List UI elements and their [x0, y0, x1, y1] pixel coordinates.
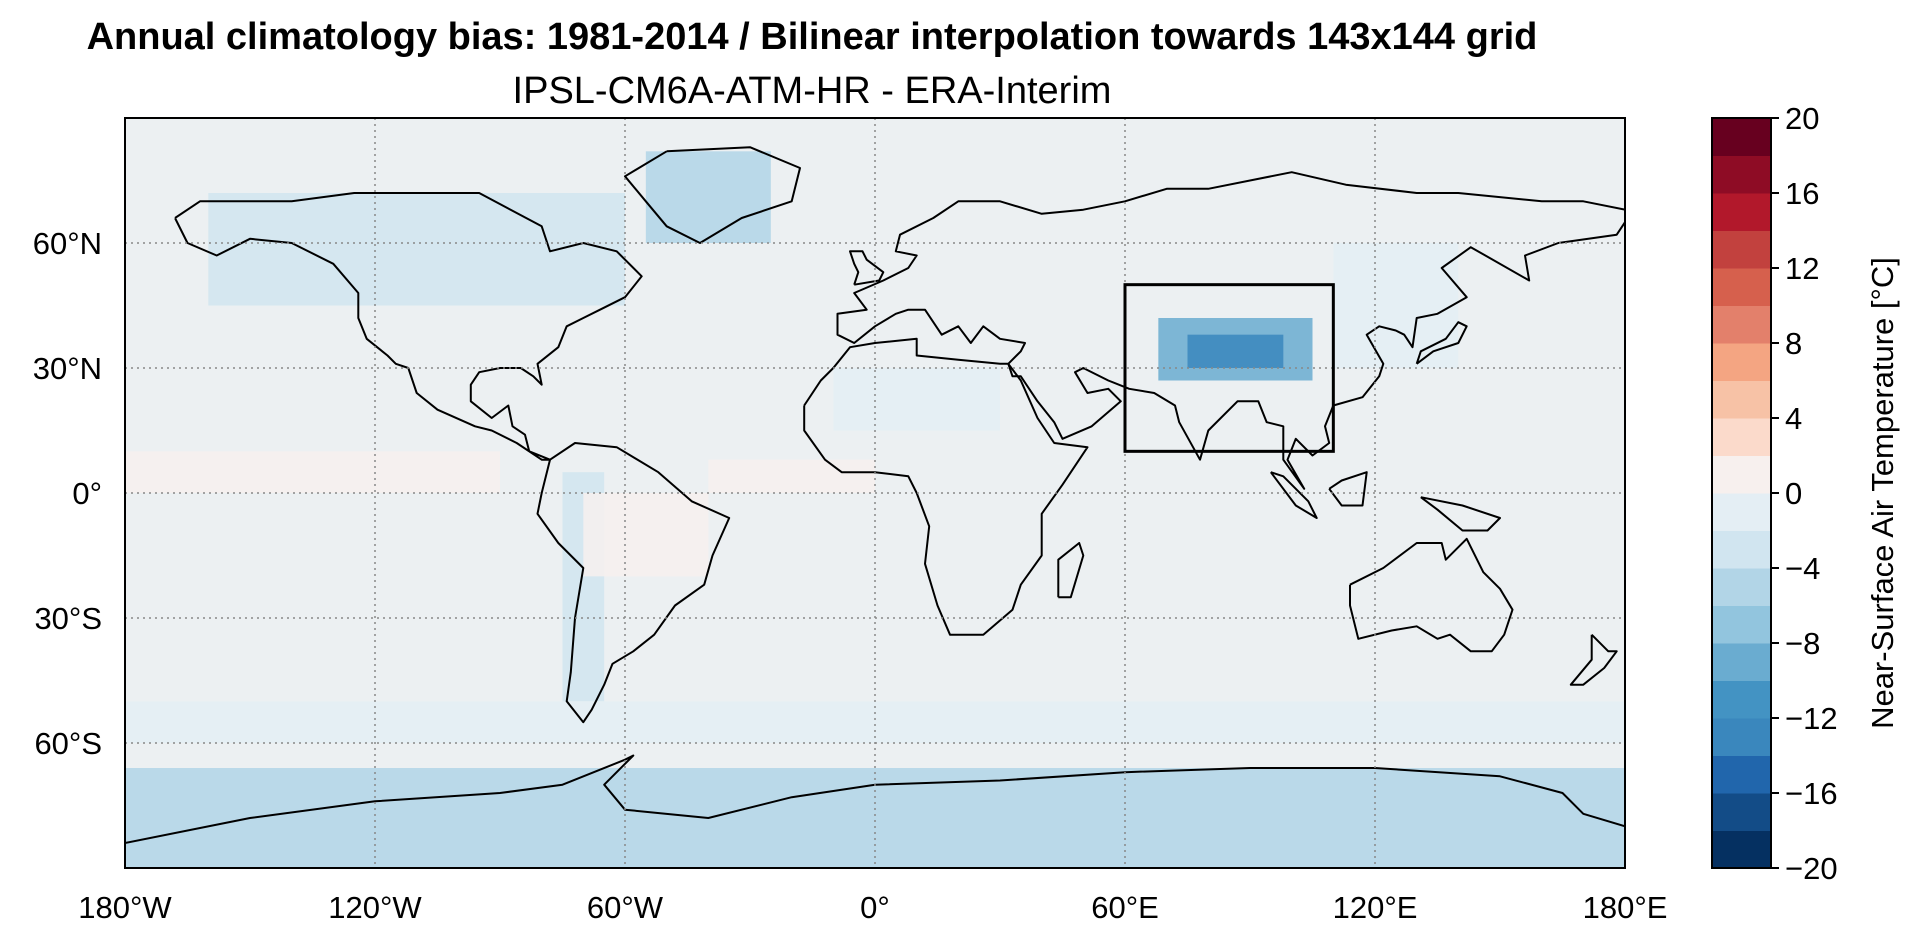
- colorbar-tick-label: −20: [1785, 851, 1838, 886]
- colorbar-segment: [1712, 418, 1771, 456]
- anomaly-patch-north-america: [208, 193, 626, 306]
- colorbar-tick-label: −4: [1785, 551, 1820, 586]
- coastline-antarctica: [125, 754, 1625, 844]
- map-frame: [124, 117, 1626, 869]
- colorbar-segment: [1712, 755, 1771, 794]
- y-tick-label: 60°S: [34, 726, 102, 761]
- anomaly-patch-antarctica: [125, 768, 1625, 868]
- colorbar-segment: [1712, 643, 1771, 681]
- coastline-indonesia-1: [1270, 471, 1318, 519]
- colorbar: −20 −16 −12 −8 −4 0 4 8 12 16 20: [1711, 101, 1838, 886]
- colorbar-segment: [1712, 268, 1771, 306]
- y-tick-label: 30°N: [33, 351, 102, 386]
- colorbar-tick-label: −8: [1785, 626, 1820, 661]
- colorbar-segment: [1712, 680, 1771, 719]
- chart-title: Annual climatology bias: 1981-2014 / Bil…: [86, 16, 1538, 58]
- colorbar-tick-label: 20: [1785, 101, 1819, 136]
- colorbar-segment: [1712, 193, 1771, 231]
- coastline-new-zealand: [1569, 633, 1618, 686]
- y-axis-ticks: 60°N 30°N 0° 30°S 60°S: [33, 226, 102, 761]
- colorbar-tick-label: 16: [1785, 176, 1819, 211]
- coastline-australia: [1349, 537, 1514, 653]
- colorbar-segment: [1712, 605, 1771, 644]
- colorbar-segment: [1712, 568, 1771, 606]
- colorbar-segment: [1712, 493, 1771, 531]
- colorbar-segment: [1712, 455, 1771, 494]
- coastline-greenland: [624, 146, 801, 244]
- colorbar-label: Near-Surface Air Temperature [°C]: [1865, 257, 1900, 729]
- colorbar-tick-label: 12: [1785, 251, 1819, 286]
- anomaly-patch-greenland: [645, 151, 771, 243]
- anomaly-patch-sahara: [833, 368, 1000, 431]
- anomaly-patch-tropical-pacific: [125, 451, 500, 493]
- colorbar-tick-label: −12: [1785, 701, 1838, 736]
- x-tick-label: 120°E: [1333, 890, 1418, 925]
- coastline-south-america: [536, 442, 731, 724]
- colorbar-segment: [1712, 118, 1771, 156]
- region-box: [1123, 283, 1335, 453]
- colorbar-tick-label: 8: [1785, 326, 1802, 361]
- x-tick-label: 180°E: [1583, 890, 1668, 925]
- colorbar-segment: [1712, 793, 1771, 831]
- colorbar-tick-label: 0: [1785, 476, 1802, 511]
- x-tick-label: 60°W: [587, 890, 664, 925]
- colorbar-tick-label: 4: [1785, 401, 1802, 436]
- anomaly-patch-amazon: [583, 493, 709, 577]
- colorbar-segment: [1712, 155, 1771, 194]
- chart-subtitle: IPSL-CM6A-ATM-HR - ERA-Interim: [512, 70, 1112, 112]
- colorbar-segment: [1712, 718, 1771, 756]
- y-tick-label: 0°: [72, 476, 102, 511]
- y-tick-label: 60°N: [33, 226, 102, 261]
- x-tick-label: 0°: [860, 890, 890, 925]
- coastline-north-america: [174, 192, 643, 461]
- colorbar-segment: [1712, 380, 1771, 419]
- x-tick-label: 180°W: [78, 890, 172, 925]
- colorbar-segment: [1712, 530, 1771, 569]
- anomaly-patch-tropical-atlantic: [708, 459, 875, 493]
- gridlines: [125, 118, 1625, 868]
- x-axis-ticks: 180°W 120°W 60°W 0° 60°E 120°E 180°E: [78, 890, 1667, 925]
- coastline-madagascar: [1057, 542, 1085, 599]
- colorbar-tick-label: −16: [1785, 776, 1838, 811]
- colorbar-segment: [1712, 305, 1771, 344]
- coastlines: [125, 146, 1625, 844]
- coastline-new-guinea: [1420, 496, 1501, 532]
- anomaly-patch-east-asia: [1333, 243, 1459, 368]
- y-tick-label: 30°S: [34, 601, 102, 636]
- colorbar-segment: [1712, 230, 1771, 269]
- x-tick-label: 120°W: [328, 890, 422, 925]
- coastline-uk: [849, 250, 885, 286]
- coastline-japan: [1415, 321, 1468, 365]
- coastline-indonesia-2: [1328, 471, 1368, 507]
- anomaly-patch-tibet-core: [1187, 334, 1284, 368]
- coastline-africa-eurasia: [803, 171, 1625, 636]
- colorbar-segment: [1712, 830, 1771, 869]
- colorbar-segment: [1712, 343, 1771, 381]
- x-tick-label: 60°E: [1091, 890, 1159, 925]
